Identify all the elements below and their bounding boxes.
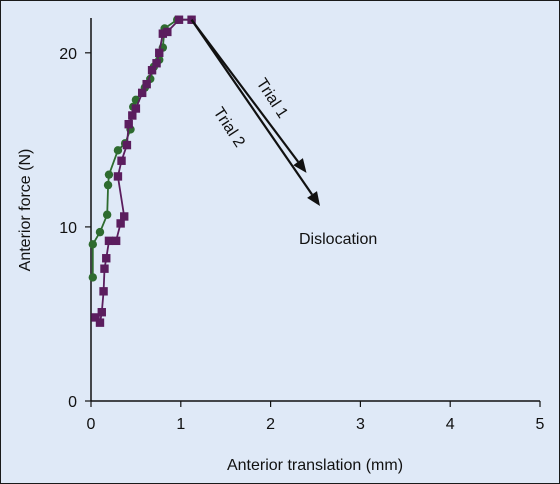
series-layer bbox=[88, 15, 196, 327]
dislocation-label: Dislocation bbox=[299, 231, 377, 248]
trial-2-point bbox=[152, 59, 161, 68]
trial-2-point bbox=[100, 264, 109, 273]
trial-2-point bbox=[117, 156, 126, 165]
trial-2-point bbox=[97, 308, 106, 317]
trial-1-point bbox=[95, 227, 105, 237]
trial-1-dislocation-arrow bbox=[190, 19, 299, 163]
trial-2-point bbox=[102, 254, 111, 263]
trial-2-point bbox=[128, 111, 137, 120]
trial-2-point bbox=[155, 48, 164, 58]
trial-1-label: Trial 1 bbox=[253, 76, 291, 122]
x-tick-label: 1 bbox=[176, 416, 185, 433]
trial-2-point bbox=[113, 172, 123, 181]
y-tick-label: 20 bbox=[59, 46, 77, 63]
x-tick-label: 0 bbox=[87, 416, 96, 433]
trial-1-point bbox=[113, 146, 123, 155]
trial-2-dislocation-arrow bbox=[190, 19, 313, 196]
trial-2-point bbox=[137, 88, 147, 98]
arrow-layer bbox=[190, 19, 320, 206]
trial-2-point bbox=[158, 29, 168, 38]
x-tick-label: 4 bbox=[446, 416, 455, 433]
x-tick-label: 5 bbox=[536, 416, 545, 433]
axis-ticks: 0 1 2 3 4 5 0 10 20 bbox=[59, 46, 544, 433]
y-axis-label: Anterior force (N) bbox=[17, 149, 34, 272]
trial-2-arrowhead bbox=[307, 191, 320, 206]
y-tick-label: 0 bbox=[68, 394, 77, 411]
y-tick-label: 10 bbox=[59, 220, 77, 237]
x-axis-label: Anterior translation (mm) bbox=[227, 457, 403, 474]
trial-2-point bbox=[111, 236, 121, 246]
trial-2-point bbox=[174, 15, 184, 24]
trial-2-point bbox=[91, 313, 100, 322]
plot-area bbox=[90, 18, 540, 402]
trial-2-point bbox=[122, 140, 132, 150]
trial-2-point bbox=[104, 236, 114, 246]
trial-1-arrowhead bbox=[293, 158, 307, 173]
trial-1-point bbox=[104, 170, 114, 179]
trial-1-point bbox=[102, 210, 112, 219]
trial-2-label: Trial 2 bbox=[210, 105, 248, 151]
trial-2-point bbox=[124, 119, 133, 129]
trial-2-point bbox=[142, 79, 151, 89]
trial-2-point bbox=[116, 219, 125, 228]
trial-1-point bbox=[88, 240, 97, 249]
trial-2-point bbox=[99, 287, 108, 296]
trial-2-point bbox=[147, 66, 157, 75]
x-tick-label: 2 bbox=[266, 416, 275, 433]
trial-2-point bbox=[131, 104, 141, 113]
trial-2-point bbox=[120, 212, 129, 221]
trial-2-point bbox=[95, 318, 105, 327]
trial-2-point bbox=[163, 27, 172, 37]
trial-1-point bbox=[103, 180, 113, 190]
x-tick-label: 3 bbox=[356, 416, 365, 433]
trial-1-point bbox=[88, 273, 97, 282]
